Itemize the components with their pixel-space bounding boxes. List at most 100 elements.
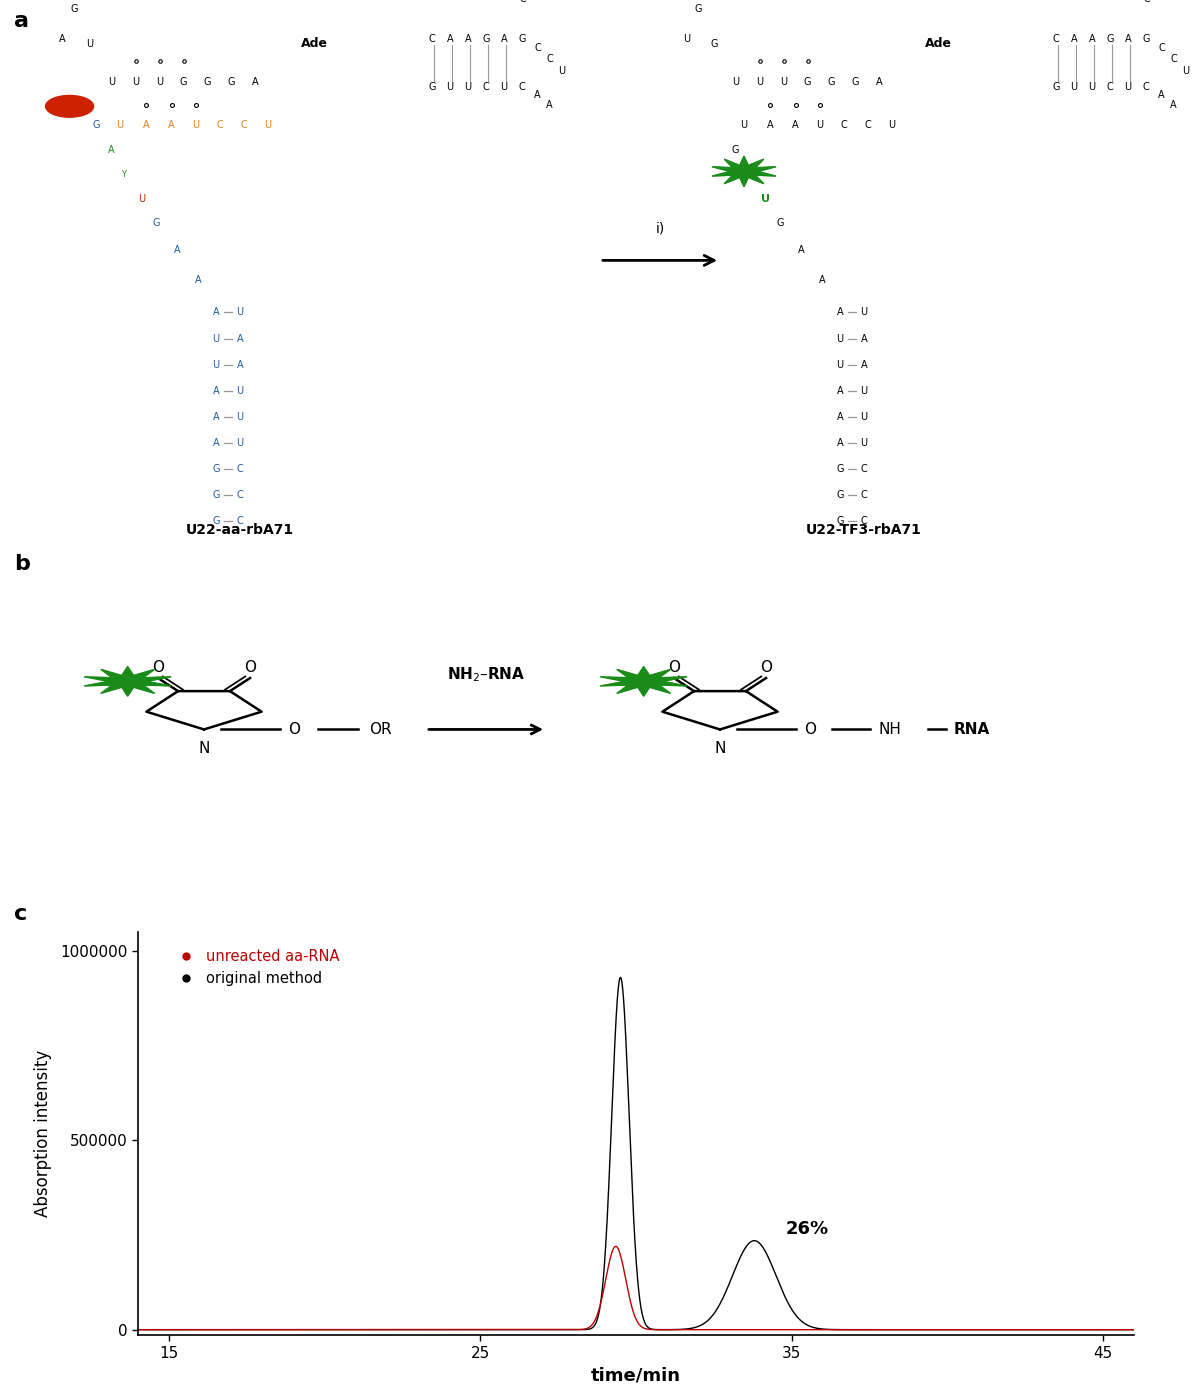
Text: U: U [264,120,271,131]
Text: U: U [1182,65,1189,77]
Text: G: G [518,33,526,43]
Text: C: C [236,490,244,499]
Text: C: C [840,120,847,131]
Text: U: U [780,77,787,86]
Polygon shape [84,666,172,696]
Text: A: A [836,307,844,317]
Text: C: C [860,463,868,474]
Text: U: U [732,77,739,86]
Text: U: U [836,334,844,344]
Text: C: C [1142,82,1150,92]
Text: C: C [860,490,868,499]
Text: G: G [204,77,211,86]
Text: A: A [798,245,805,255]
Text: G: G [1106,33,1114,43]
Text: A: A [1088,33,1096,43]
Text: C: C [1106,82,1114,92]
Text: A: A [236,359,244,370]
Text: A: A [1124,33,1132,43]
Text: A: A [860,334,868,344]
Text: A: A [744,170,751,179]
Text: U: U [860,307,868,317]
Text: U: U [500,82,508,92]
Text: G: G [710,39,718,49]
Text: A: A [168,120,175,131]
Text: O: O [760,659,772,675]
Text: G: G [228,77,235,86]
Text: A: A [446,33,454,43]
Text: G: G [828,77,835,86]
Text: N: N [198,741,210,757]
Text: G: G [212,490,220,499]
Text: OR: OR [370,722,392,737]
Text: U: U [446,82,454,92]
Text: A: A [792,120,799,131]
Text: A: A [212,412,220,421]
Text: U: U [192,120,199,131]
Text: U: U [132,77,139,86]
Text: U: U [236,412,244,421]
Text: U: U [464,82,472,92]
Text: Ade: Ade [925,38,952,50]
Text: A: A [546,100,553,110]
Text: O: O [152,659,164,675]
Text: U: U [860,438,868,448]
Text: A: A [1158,90,1165,100]
Text: A: A [252,77,259,86]
Text: Y: Y [121,170,126,178]
Text: U: U [888,120,895,131]
Text: c: c [14,904,28,924]
Text: U: U [108,77,115,86]
Text: U: U [860,385,868,395]
Text: G: G [1052,82,1060,92]
Text: A: A [860,359,868,370]
Text: G: G [836,516,844,526]
Text: i): i) [655,223,665,236]
Text: C: C [1144,0,1151,4]
Text: C: C [1052,33,1060,43]
Circle shape [46,96,94,117]
Text: O: O [244,659,256,675]
Text: U: U [558,65,565,77]
Text: G: G [71,4,78,14]
Text: C: C [236,516,244,526]
Text: C: C [520,0,527,4]
Text: U: U [236,385,244,395]
Text: U: U [236,438,244,448]
Polygon shape [712,156,776,186]
Text: U: U [836,359,844,370]
Text: C: C [1158,43,1165,53]
Text: A: A [464,33,472,43]
Text: A: A [212,385,220,395]
Text: A: A [534,90,541,100]
Text: G: G [776,218,784,228]
Text: A: A [767,120,774,131]
Text: C: C [1170,54,1177,64]
Text: a: a [14,11,29,31]
Legend: unreacted aa-RNA, original method: unreacted aa-RNA, original method [166,943,346,992]
Text: G: G [212,463,220,474]
Text: A: A [174,245,181,255]
Text: A: A [836,438,844,448]
Text: U: U [1070,82,1078,92]
Text: G: G [695,4,702,14]
Text: U: U [816,120,823,131]
Text: C: C [860,516,868,526]
Text: A: A [836,385,844,395]
Text: A: A [876,77,883,86]
Text: A: A [818,275,826,285]
Text: U: U [756,77,763,86]
Text: C: C [482,82,490,92]
Text: G: G [428,82,436,92]
Text: U: U [138,193,145,203]
Text: U: U [740,120,748,131]
Text: A: A [212,438,220,448]
Text: 26%: 26% [785,1220,828,1238]
Text: O: O [804,722,816,737]
Text: A: A [836,412,844,421]
Text: A: A [1070,33,1078,43]
Text: U: U [86,39,94,49]
Text: NH: NH [878,722,901,737]
Text: U: U [1124,82,1132,92]
Text: C: C [518,82,526,92]
